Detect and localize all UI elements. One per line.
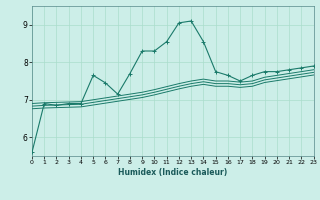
- X-axis label: Humidex (Indice chaleur): Humidex (Indice chaleur): [118, 168, 228, 177]
